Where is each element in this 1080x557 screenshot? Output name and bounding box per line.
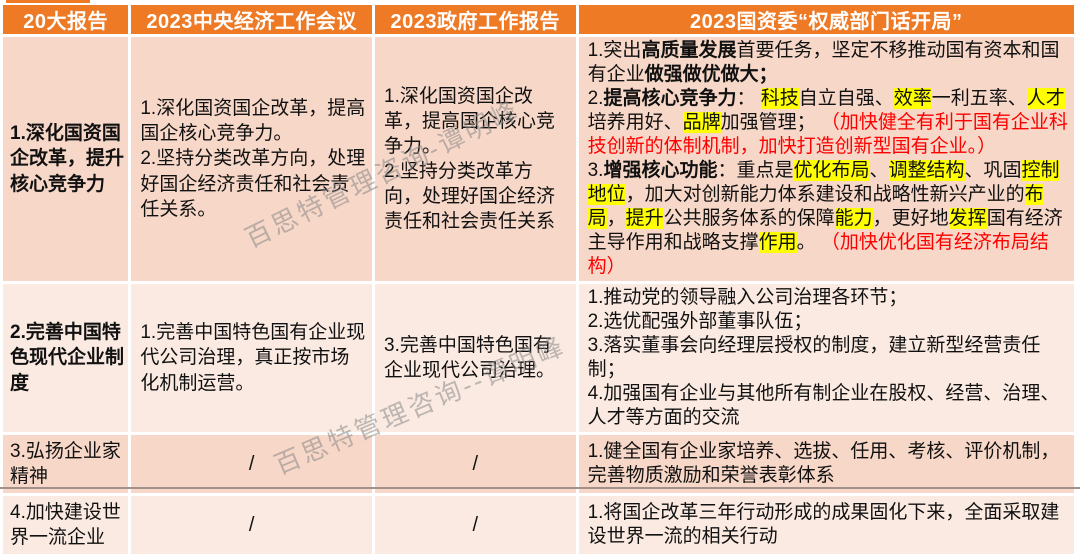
table-row: 1.深化国资国企改革，提升核心竞争力 1.深化国资国企改革，提高国企核心竞争力。… — [3, 37, 1074, 281]
header-20th-congress-report: 20大报告 — [3, 5, 129, 34]
top-edge-sliver — [6, 0, 90, 3]
header-row: 20大报告 2023中央经济工作会议 2023政府工作报告 2023国资委“权威… — [3, 5, 1074, 34]
central-econ-cell: / — [131, 435, 373, 494]
sasac-cell: 1.将国企改革三年行动形成的成果固化下来，全面采取建设世界一流的相关行动 — [578, 496, 1074, 555]
topic-cell: 2.完善中国特色现代企业制度 — [3, 284, 129, 432]
table-row: 2.完善中国特色现代企业制度 1.完善中国特色国有企业现代公司治理，真正按市场化… — [3, 284, 1074, 432]
gov-report-cell: 3.完善中国特色国有企业现代公司治理。 — [375, 284, 576, 432]
table-row: 3.弘扬企业家精神 / / 1.健全国有企业家培养、选拔、任用、考核、评价机制，… — [3, 435, 1074, 494]
topic-cell: 1.深化国资国企改革，提升核心竞争力 — [3, 37, 129, 281]
central-econ-cell: 1.深化国资国企改革，提高国企核心竞争力。 2.坚持分类改革方向，处理好国企经济… — [131, 37, 373, 281]
topic-cell: 3.弘扬企业家精神 — [3, 435, 129, 494]
gov-report-cell: 1.深化国资国企改革，提高国企核心竞争力。 2.坚持分类改革方向，处理好国企经济… — [375, 37, 576, 281]
gov-report-cell: / — [375, 435, 576, 494]
header-central-economic-conference: 2023中央经济工作会议 — [131, 5, 373, 34]
sasac-cell: 1.突出高质量发展首要任务，坚定不移推动国有资本和国有企业做强做优做大； 2.提高… — [578, 37, 1074, 281]
table-row: 4.加快建设世界一流企业 / / 1.将国企改革三年行动形成的成果固化下来，全面… — [3, 496, 1074, 555]
bottom-border-line — [0, 487, 1080, 489]
header-sasac-opening-remarks: 2023国资委“权威部门话开局” — [578, 5, 1074, 34]
gov-report-cell: / — [375, 496, 576, 555]
topic-cell: 4.加快建设世界一流企业 — [3, 496, 129, 555]
sasac-cell: 1.推动党的领导融入公司治理各环节； 2.选优配强外部董事队伍； 3.落实董事会向经… — [578, 284, 1074, 432]
header-government-work-report: 2023政府工作报告 — [375, 5, 576, 34]
sasac-cell: 1.健全国有企业家培养、选拔、任用、考核、评价机制，完善物质激励和荣誉表彰体系 — [578, 435, 1074, 494]
central-econ-cell: / — [131, 496, 373, 555]
central-econ-cell: 1.完善中国特色国有企业现代公司治理，真正按市场化机制运营。 — [131, 284, 373, 432]
